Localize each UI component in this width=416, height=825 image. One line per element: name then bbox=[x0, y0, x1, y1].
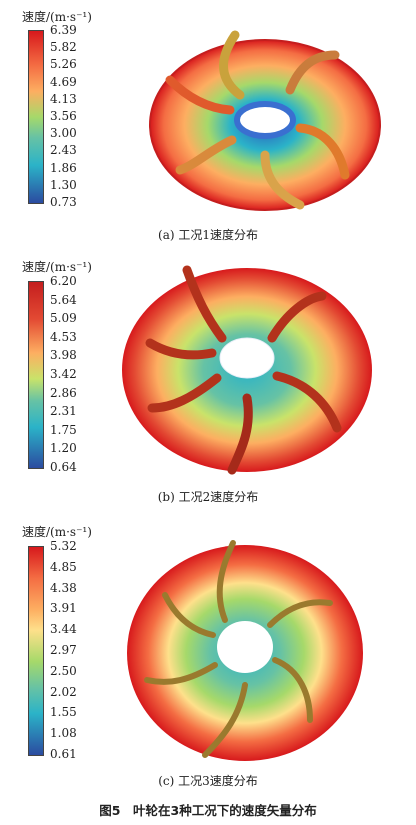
legend-tick-label: 5.64 bbox=[50, 292, 77, 307]
legend-tick-label: 0.61 bbox=[50, 747, 77, 761]
legend-tick-label: 0.73 bbox=[50, 195, 77, 209]
legend-tick-label: 6.39 bbox=[50, 23, 77, 37]
panel-caption: (a) 工况1速度分布 bbox=[158, 228, 258, 242]
legend-tick-label: 1.08 bbox=[50, 726, 77, 741]
legend-title: 速度/(m·s⁻¹) bbox=[22, 260, 92, 274]
legend-tick-label: 4.13 bbox=[50, 91, 77, 106]
legend-tick-label: 2.43 bbox=[50, 143, 77, 158]
impeller-velocity-contour bbox=[149, 30, 381, 211]
impeller-velocity-contour bbox=[122, 265, 372, 475]
legend-tick-label: 5.82 bbox=[50, 40, 77, 55]
legend-tick-label: 0.64 bbox=[50, 460, 77, 474]
legend-tick-label: 3.42 bbox=[50, 367, 77, 381]
panel-a: 速度/(m·s⁻¹) 6.39 5.82 5.26 4.69 4.13 3.56 3.00 2… bbox=[0, 0, 416, 250]
legend-tick-label: 1.75 bbox=[50, 422, 77, 437]
legend-tick-label: 3.98 bbox=[50, 348, 77, 363]
colorbar bbox=[28, 281, 44, 469]
legend-tick-label: 3.44 bbox=[50, 622, 77, 637]
legend-tick-label: 3.00 bbox=[50, 126, 77, 141]
legend-tick-label: 5.32 bbox=[50, 539, 77, 553]
colorbar bbox=[28, 30, 44, 204]
legend-tick-label: 6.20 bbox=[50, 274, 77, 288]
legend-tick-label: 1.86 bbox=[50, 160, 77, 175]
legend-tick-label: 4.53 bbox=[50, 329, 77, 344]
panel-caption: (c) 工况3速度分布 bbox=[158, 774, 258, 788]
legend-tick-label: 5.09 bbox=[50, 311, 77, 326]
panel-b: 速度/(m·s⁻¹) 6.20 5.64 5.09 4.53 3.98 3.42 2.86 2… bbox=[0, 250, 416, 515]
legend-tick-label: 1.55 bbox=[50, 705, 77, 720]
legend-tick-label: 2.50 bbox=[50, 663, 77, 678]
legend-tick-label: 2.97 bbox=[50, 643, 77, 657]
legend-tick-label: 4.85 bbox=[50, 559, 77, 574]
legend-tick-label: 5.26 bbox=[50, 57, 77, 72]
legend-title: 速度/(m·s⁻¹) bbox=[22, 525, 92, 539]
panel-caption: (b) 工况2速度分布 bbox=[157, 490, 259, 504]
panel-c: 速度/(m·s⁻¹) 5.32 4.85 4.38 3.91 3.44 2.97 2.50 2… bbox=[0, 515, 416, 795]
figure-caption: 图5 叶轮在3种工况下的速度矢量分布 bbox=[99, 803, 317, 818]
legend-tick-label: 4.38 bbox=[50, 580, 77, 595]
legend-title: 速度/(m·s⁻¹) bbox=[22, 10, 92, 24]
impeller-velocity-contour bbox=[127, 540, 363, 761]
legend-tick-label: 2.02 bbox=[50, 684, 77, 699]
legend-tick-label: 2.86 bbox=[50, 385, 77, 400]
legend-tick-label: 3.91 bbox=[50, 601, 77, 616]
legend-tick-label: 1.20 bbox=[50, 441, 77, 456]
legend-tick-label: 3.56 bbox=[50, 109, 77, 123]
legend-tick-label: 2.31 bbox=[50, 404, 77, 419]
colorbar bbox=[28, 546, 44, 756]
legend-tick-label: 4.69 bbox=[50, 74, 77, 89]
legend-tick-label: 1.30 bbox=[50, 177, 77, 192]
